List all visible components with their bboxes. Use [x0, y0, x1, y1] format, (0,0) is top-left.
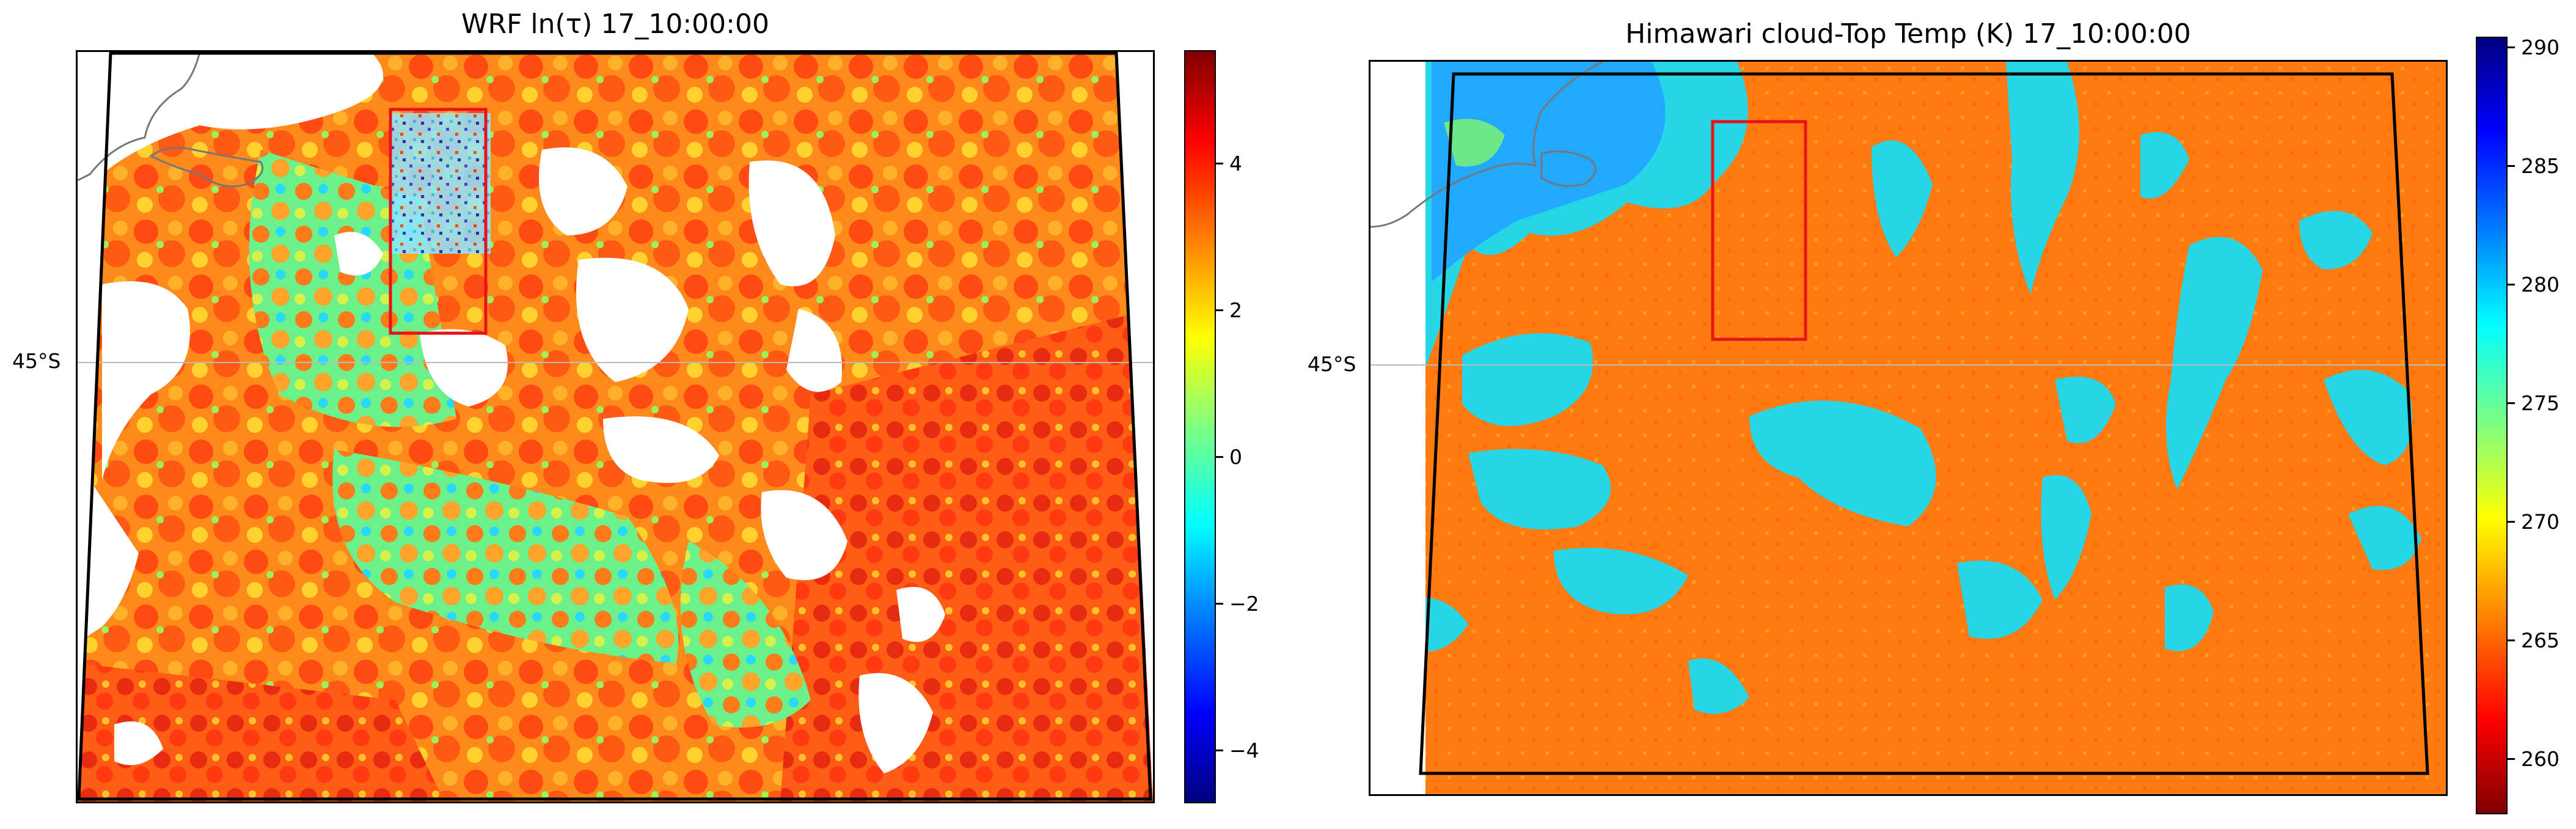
wrf-speckle-region: [390, 113, 491, 254]
coastline: [1370, 62, 1603, 228]
wrf-clear-sky: [84, 52, 945, 773]
colorbar-tick: [1216, 603, 1223, 605]
himawari-land-warm: [1444, 119, 1505, 167]
himawari-cloud-top-temp-map: [1369, 60, 2448, 796]
colorbar-tick-label: 290: [2521, 35, 2560, 59]
colorbar-tick-label: −4: [1229, 739, 1259, 762]
himawari-map-svg: [1370, 62, 2446, 794]
colorbar-tick: [1216, 456, 1223, 458]
colorbar-tick: [2508, 639, 2515, 641]
colorbar-tick: [2508, 521, 2515, 523]
himawari-deep-warm: [1432, 62, 1666, 282]
colorbar-tick-label: 2: [1229, 298, 1242, 322]
colorbar-tick-label: 285: [2521, 154, 2560, 178]
panel-title: WRF ln(τ) 17_10:00:00: [461, 9, 769, 40]
region-of-interest-box: [1711, 120, 1807, 341]
coastline-island: [1540, 150, 1597, 187]
coastline: [78, 52, 201, 182]
wrf-dense-cloud-sw: [78, 663, 444, 801]
colorbar-tick-label: 275: [2521, 391, 2560, 415]
colorbar-tick: [2508, 758, 2515, 760]
latitude-label: 45°S: [12, 349, 61, 373]
model-domain-outline: [78, 52, 1152, 801]
colorbar-tick-label: 260: [2521, 747, 2560, 771]
colorbar-tick: [2508, 46, 2515, 48]
wrf-broken-cloud-3: [680, 541, 811, 728]
colorbar-tick-label: 0: [1229, 445, 1242, 469]
wrf-ln-tau-map: [76, 50, 1155, 803]
colorbar-tick-label: 265: [2521, 628, 2560, 652]
colorbar-wrf: [1184, 50, 1216, 803]
colorbar-tick: [2508, 284, 2515, 286]
colorbar-tick: [2508, 165, 2515, 167]
colorbar-tick: [1216, 163, 1223, 164]
colorbar-himawari: [2476, 37, 2508, 814]
wrf-broken-cloud-2: [332, 449, 679, 663]
wrf-map-svg: [78, 52, 1153, 801]
himawari-outside-domain: [1370, 62, 1425, 794]
colorbar-tick: [1216, 309, 1223, 311]
colorbar-tick-label: 4: [1229, 152, 1242, 175]
colorbar-tick-label: −2: [1229, 592, 1259, 616]
colorbar-tick-label: 280: [2521, 273, 2560, 297]
model-domain-outline: [1419, 72, 2429, 775]
panel-title: Himawari cloud-Top Temp (K) 17_10:00:00: [1625, 18, 2191, 50]
latitude-label: 45°S: [1308, 352, 1356, 376]
colorbar-tick: [1216, 750, 1223, 751]
colorbar-tick-label: 270: [2521, 510, 2560, 534]
region-of-interest-box: [389, 108, 488, 335]
coastline-island: [149, 147, 263, 188]
colorbar-tick: [2508, 402, 2515, 404]
